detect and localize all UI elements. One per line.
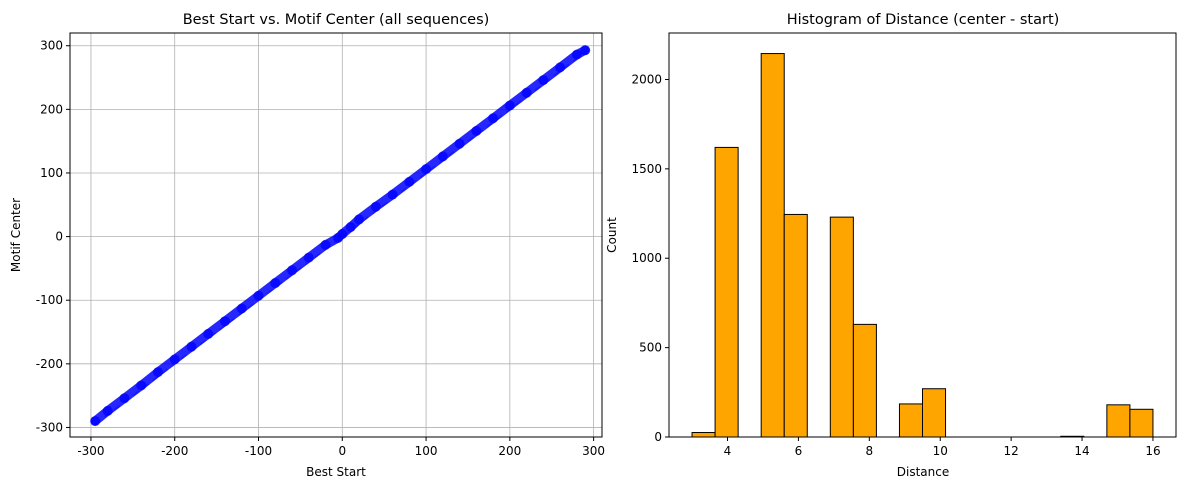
scatter-point xyxy=(370,201,381,212)
scatter-point xyxy=(521,87,532,98)
histogram-bar xyxy=(898,403,923,438)
histogram-x-tick-label: 10 xyxy=(933,444,948,458)
histogram-y-tick-label: 2000 xyxy=(631,72,662,86)
scatter-point xyxy=(454,138,465,149)
histogram-x-tick-label: 14 xyxy=(1074,444,1089,458)
scatter-point xyxy=(219,316,230,327)
scatter-y-tick-label: 0 xyxy=(55,230,63,244)
scatter-point xyxy=(504,100,515,111)
scatter-point xyxy=(169,354,180,365)
histogram-x-tick-label: 6 xyxy=(795,444,803,458)
histogram-x-ticks: 4 6 8 10 12 14 16 xyxy=(724,437,1161,458)
scatter-y-tick-label: -200 xyxy=(36,357,63,371)
scatter-point xyxy=(337,229,348,240)
histogram-bar xyxy=(922,388,947,438)
scatter-x-tick-label: 100 xyxy=(415,444,438,458)
histogram-bar xyxy=(1129,408,1154,438)
scatter-point xyxy=(345,222,356,233)
scatter-x-tick-label: 300 xyxy=(582,444,605,458)
scatter-point xyxy=(119,393,130,404)
scatter-title: Best Start vs. Motif Center (all sequenc… xyxy=(183,12,490,28)
histogram-y-ticks: 0 500 1000 1500 2000 xyxy=(631,72,669,444)
histogram-panel: Histogram of Distance (center - start) 4… xyxy=(605,12,1177,479)
scatter-point xyxy=(136,380,147,391)
histogram-y-tick-label: 0 xyxy=(654,430,662,444)
histogram-plot-frame xyxy=(668,32,1177,438)
scatter-points xyxy=(90,45,591,427)
scatter-point xyxy=(488,113,499,124)
histogram-bar xyxy=(783,213,808,438)
scatter-point xyxy=(580,45,591,56)
scatter-point xyxy=(555,62,566,73)
histogram-bar xyxy=(714,146,739,438)
scatter-point xyxy=(203,328,214,339)
histogram-x-axis-label: Distance xyxy=(897,465,949,479)
scatter-x-tick-label: -300 xyxy=(77,444,104,458)
scatter-x-tick-label: -200 xyxy=(161,444,188,458)
scatter-y-tick-label: 300 xyxy=(40,39,63,53)
scatter-y-tick-label: -300 xyxy=(36,420,63,434)
scatter-point xyxy=(421,164,432,175)
scatter-point xyxy=(186,341,197,352)
scatter-point xyxy=(354,214,365,225)
histogram-bars xyxy=(691,53,1154,438)
scatter-point xyxy=(287,265,298,276)
scatter-point xyxy=(538,75,549,86)
scatter-x-tick-label: -100 xyxy=(245,444,272,458)
histogram-y-axis-label: Count xyxy=(605,217,619,253)
scatter-x-axis-label: Best Start xyxy=(306,465,366,479)
scatter-x-tick-label: 0 xyxy=(338,444,346,458)
histogram-bar xyxy=(829,216,854,438)
scatter-x-tick-label: 200 xyxy=(498,444,521,458)
scatter-point xyxy=(253,290,264,301)
scatter-point xyxy=(571,49,582,60)
scatter-point xyxy=(303,252,314,263)
scatter-y-ticks: -300 -200 -100 0 100 200 300 xyxy=(36,39,70,434)
scatter-point xyxy=(404,176,415,187)
histogram-x-tick-label: 8 xyxy=(865,444,873,458)
histogram-bar xyxy=(1106,404,1131,438)
scatter-point xyxy=(320,239,331,250)
histogram-bar xyxy=(852,323,877,438)
histogram-y-tick-label: 1000 xyxy=(631,251,662,265)
scatter-point xyxy=(152,367,163,378)
scatter-point xyxy=(270,278,281,289)
scatter-point xyxy=(90,416,101,427)
scatter-y-tick-label: -100 xyxy=(36,293,63,307)
histogram-x-tick-label: 12 xyxy=(1003,444,1018,458)
scatter-plot-frame xyxy=(69,32,603,438)
scatter-panel: Best Start vs. Motif Center (all sequenc… xyxy=(9,12,605,479)
scatter-point xyxy=(437,151,448,162)
scatter-x-ticks: -300 -200 -100 0 100 200 300 xyxy=(77,437,605,458)
scatter-point xyxy=(387,189,398,200)
scatter-point xyxy=(236,303,247,314)
histogram-title: Histogram of Distance (center - start) xyxy=(787,12,1060,28)
scatter-point xyxy=(102,405,113,416)
histogram-x-tick-label: 16 xyxy=(1145,444,1160,458)
histogram-y-tick-label: 500 xyxy=(639,341,662,355)
histogram-bar xyxy=(760,53,785,438)
scatter-y-tick-label: 200 xyxy=(40,102,63,116)
scatter-point xyxy=(471,125,482,136)
histogram-bar xyxy=(691,432,716,438)
scatter-y-axis-label: Motif Center xyxy=(9,198,23,272)
scatter-y-tick-label: 100 xyxy=(40,166,63,180)
histogram-x-tick-label: 4 xyxy=(724,444,732,458)
histogram-y-tick-label: 1500 xyxy=(631,162,662,176)
